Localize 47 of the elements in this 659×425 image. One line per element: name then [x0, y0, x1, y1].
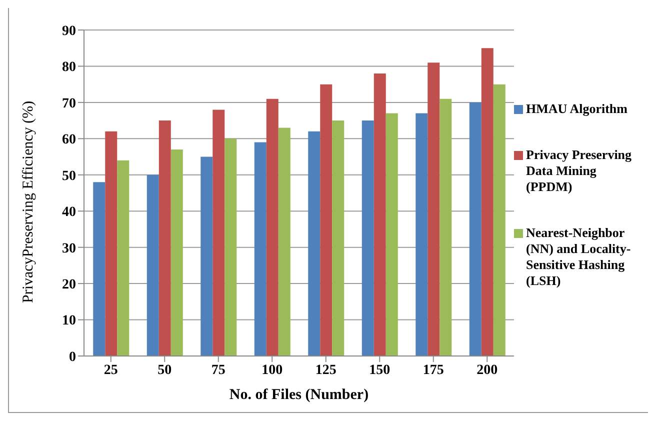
x-tick-label: 25: [104, 362, 118, 378]
bar: [332, 120, 344, 356]
bar: [416, 113, 428, 356]
x-tick-label: 50: [158, 362, 172, 378]
y-tick-label: 0: [69, 350, 76, 365]
x-tick-label: 200: [476, 362, 498, 378]
x-tick-label: 175: [422, 362, 444, 378]
y-tick-label: 60: [62, 132, 76, 148]
bar: [93, 182, 106, 356]
bar: [362, 120, 374, 356]
bar: [386, 113, 398, 356]
bar: [278, 128, 290, 356]
y-tick-label: 70: [62, 96, 76, 112]
bar: [117, 160, 130, 356]
bar: [200, 156, 213, 356]
bar: [170, 150, 183, 356]
y-tick-label: 10: [62, 314, 76, 329]
x-tick-label: 150: [369, 362, 390, 378]
y-tick-label: 90: [62, 24, 76, 39]
bar: [158, 120, 171, 356]
bar: [469, 102, 482, 356]
bar: [254, 142, 266, 356]
bar: [440, 98, 452, 356]
bar: [212, 110, 225, 356]
x-axis-title: No. of Files (Number): [229, 387, 369, 403]
x-tick-label: 75: [211, 362, 226, 378]
y-tick-label: 20: [62, 278, 76, 293]
bar: [493, 84, 506, 356]
bar: [105, 131, 118, 356]
x-tick-label: 125: [315, 362, 336, 378]
y-tick-label: 80: [62, 60, 76, 76]
y-tick-label: 30: [62, 241, 76, 256]
bar: [374, 73, 386, 356]
bar: [320, 84, 332, 356]
bar: [308, 131, 320, 356]
bar: [146, 174, 159, 356]
bar: [224, 138, 237, 356]
y-tick-label: 40: [62, 205, 76, 220]
x-tick-label: 100: [262, 362, 283, 378]
bar: [481, 48, 494, 356]
legend-label: Privacy Preserving Data Mining (PPDM): [526, 146, 633, 194]
bar: [266, 98, 278, 356]
bar: [428, 62, 440, 356]
legend-label: Nearest-Neighbor (NN) and Locality-Sensitive Hashing (LSH): [526, 224, 632, 288]
y-axis-title: PrivacyPreserving Efficiency (%): [20, 100, 36, 303]
y-tick-label: 50: [62, 168, 76, 184]
legend-label: HMAU Algorithm: [526, 100, 628, 116]
